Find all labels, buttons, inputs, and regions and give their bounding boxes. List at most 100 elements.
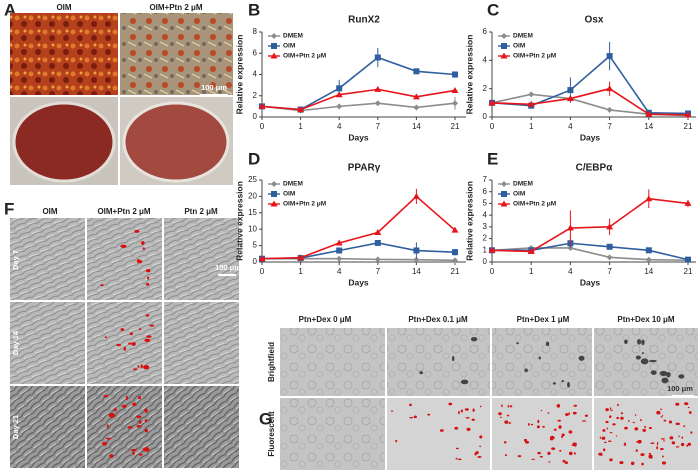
legend-label: OIM+Ptn 2 μM <box>283 53 326 60</box>
x-axis-label: Days <box>580 132 601 142</box>
red-speck <box>581 420 587 422</box>
red-speck <box>606 407 608 411</box>
marker <box>684 111 692 118</box>
red-speck <box>556 404 561 408</box>
red-speck <box>504 454 507 457</box>
red-speck <box>632 421 635 424</box>
marker <box>335 91 343 98</box>
red-speck <box>636 441 638 443</box>
panel-label: G <box>259 409 272 428</box>
marker <box>412 192 420 199</box>
micrograph <box>87 218 162 300</box>
y-tick-label: 4 <box>253 70 258 79</box>
red-speck <box>465 417 470 419</box>
marker <box>645 110 653 117</box>
red-speck <box>472 408 475 412</box>
marker <box>374 239 381 246</box>
series-line <box>261 195 456 260</box>
dark-speck <box>659 370 668 377</box>
red-speck <box>568 451 573 456</box>
red-speck <box>427 413 431 416</box>
red-speck <box>584 414 589 417</box>
marker <box>271 43 277 49</box>
legend-label: OIM+Ptn 2 μM <box>513 53 556 60</box>
dark-speck <box>545 341 550 347</box>
red-speck <box>540 409 543 412</box>
stain-speck <box>137 396 142 400</box>
micrograph <box>492 398 592 470</box>
red-speck <box>624 426 628 430</box>
dark-speck <box>678 374 685 379</box>
marker <box>528 91 535 98</box>
marker <box>258 102 266 109</box>
red-speck <box>624 442 626 446</box>
legend-label: DMEM <box>513 33 533 40</box>
micrograph <box>280 398 385 470</box>
red-speck <box>619 461 624 465</box>
stain-speck <box>146 335 152 338</box>
stain-speck <box>105 437 112 440</box>
stain-speck <box>132 451 135 456</box>
legend-label: OIM <box>513 191 525 198</box>
red-speck <box>675 422 680 426</box>
stain-speck <box>104 336 108 339</box>
red-speck <box>409 403 412 407</box>
red-speck <box>648 426 652 430</box>
red-speck <box>547 412 550 414</box>
marker <box>451 226 459 233</box>
micrograph <box>87 386 162 468</box>
chart-title: PPARγ <box>348 163 381 174</box>
red-speck <box>687 442 692 446</box>
stain-speck <box>140 364 143 369</box>
red-speck <box>561 435 564 439</box>
red-speck <box>656 410 661 415</box>
marker <box>451 86 459 93</box>
micrograph <box>87 302 162 384</box>
red-speck <box>390 410 394 412</box>
marker <box>645 195 653 202</box>
red-speck <box>656 441 659 446</box>
series-line <box>492 242 689 261</box>
marker <box>336 85 343 92</box>
panel-label: C <box>487 0 499 19</box>
red-speck <box>517 455 522 458</box>
red-speck <box>455 447 459 450</box>
row-label: Day 7 <box>11 250 20 270</box>
red-speck <box>686 444 689 447</box>
stain-speck <box>116 343 121 347</box>
y-tick-label: 0 <box>253 112 258 121</box>
red-speck <box>536 425 540 429</box>
red-speck <box>601 436 606 440</box>
y-tick-label: 7 <box>483 175 488 184</box>
red-speck <box>662 455 664 458</box>
marker <box>606 223 614 230</box>
scale-label: 100 μm <box>201 83 227 92</box>
red-speck <box>642 428 647 432</box>
red-speck <box>690 431 693 434</box>
red-speck <box>458 410 460 415</box>
x-tick-label: 14 <box>412 122 421 131</box>
red-speck <box>448 402 453 406</box>
dark-speck <box>641 339 645 346</box>
marker <box>271 191 277 197</box>
red-speck <box>568 430 573 434</box>
red-speck <box>498 412 502 416</box>
red-speck <box>660 415 663 418</box>
red-speck <box>609 407 612 410</box>
marker <box>567 87 574 94</box>
marker <box>452 249 458 256</box>
marker <box>606 85 614 92</box>
marker <box>488 246 496 253</box>
micrograph <box>10 218 85 300</box>
column-label: Ptn 2 μM <box>184 207 218 216</box>
marker <box>606 53 613 60</box>
red-speck <box>558 425 562 429</box>
red-speck <box>564 413 569 416</box>
x-tick-label: 14 <box>644 122 653 131</box>
red-speck <box>599 436 601 439</box>
micrograph <box>164 218 239 300</box>
column-label: Ptn+Dex 1 μM <box>517 315 570 324</box>
red-speck <box>507 404 509 408</box>
y-tick-label: 0 <box>483 112 488 121</box>
row-label: Day 14 <box>11 330 20 355</box>
